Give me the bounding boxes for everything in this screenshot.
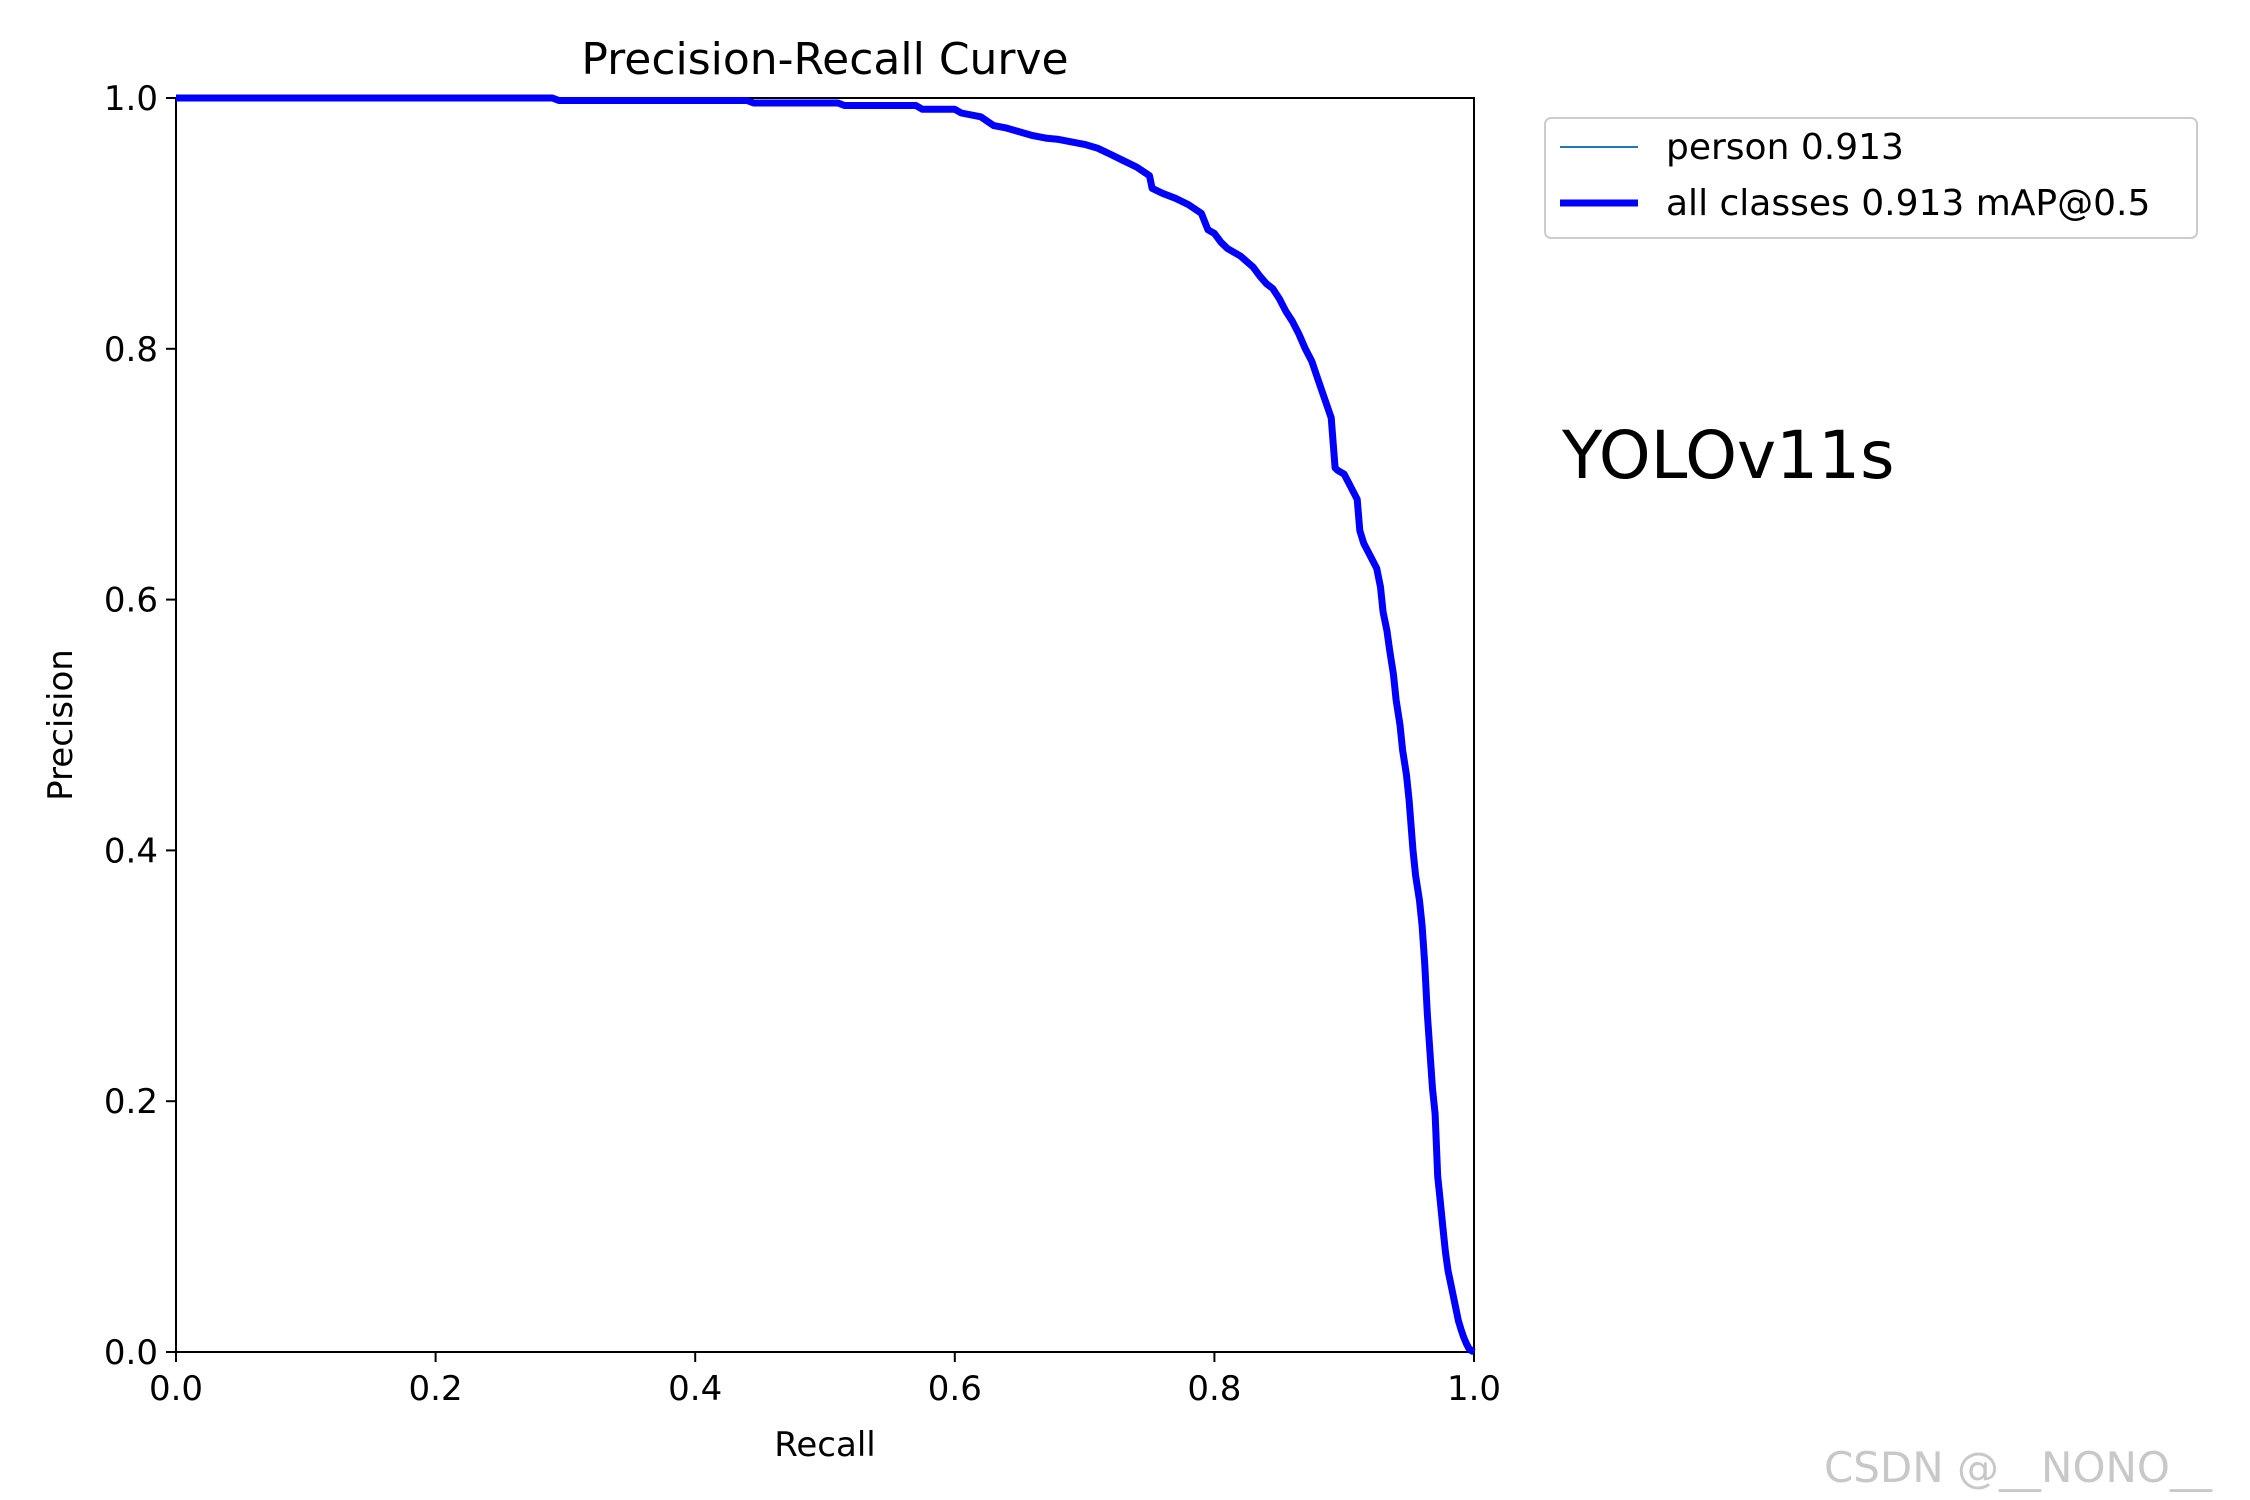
y-tick-label: 0.6 [104,581,158,621]
legend: person 0.913 all classes 0.913 mAP@0.5 [1544,117,2198,239]
x-tick-label: 1.0 [1447,1369,1501,1409]
x-tick-label: 0.6 [928,1369,982,1409]
legend-label: person 0.913 [1666,127,1904,168]
series-line-person [176,97,1475,1353]
x-tick-label: 0.2 [409,1369,463,1409]
y-tick-label: 0.4 [104,831,158,871]
y-axis-ticks: 0.0 0.2 0.4 0.6 0.8 1.0 [104,79,176,1373]
series-line-all-classes [176,94,1476,1356]
y-axis-label: Precision [41,649,81,801]
y-tick-label: 0.0 [104,1333,158,1373]
y-tick-label: 0.2 [104,1082,158,1122]
x-tick-label: 0.0 [149,1369,203,1409]
series-layer [176,94,1476,1356]
y-tick-label: 1.0 [104,79,158,119]
legend-box [1544,117,2198,239]
x-axis-label: Recall [774,1425,875,1465]
plot-frame [175,97,1475,1353]
y-tick-label: 0.8 [104,330,158,370]
x-axis-ticks: 0.0 0.2 0.4 0.6 0.8 1.0 [149,1352,1501,1409]
x-tick-label: 0.4 [668,1369,722,1409]
watermark: CSDN @__NONO__ [1824,1443,2213,1492]
x-tick-label: 0.8 [1187,1369,1241,1409]
model-annotation: YOLOv11s [1561,417,1894,494]
legend-label: all classes 0.913 mAP@0.5 [1666,183,2150,224]
chart-title: Precision-Recall Curve [581,34,1068,85]
